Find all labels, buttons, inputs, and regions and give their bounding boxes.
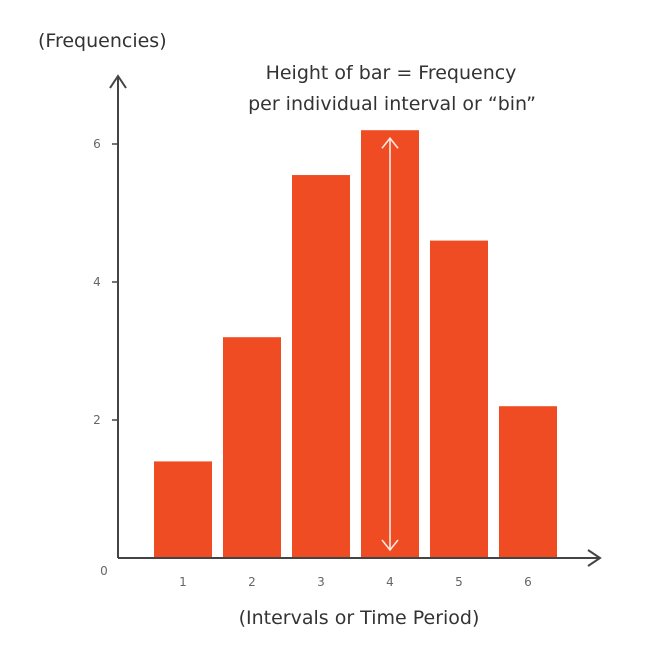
y-axis-arrowhead	[109, 74, 127, 89]
x-tick-label-5: 5	[455, 575, 463, 589]
y-axis-label: (Frequencies)	[38, 30, 167, 52]
bar-height-arrow	[381, 136, 399, 552]
annotation-line-2: per individual interval or “bin”	[248, 93, 536, 115]
x-tick-label-6: 6	[524, 575, 532, 589]
y-tick-label-6: 6	[93, 137, 101, 151]
x-tick-label-3: 3	[317, 575, 325, 589]
x-tick-label-4: 4	[386, 575, 394, 589]
height-arrow-head-top	[381, 136, 399, 149]
y-tick-label-2: 2	[93, 413, 101, 427]
axes	[109, 74, 602, 567]
x-axis-label: (Intervals or Time Period)	[239, 607, 480, 629]
bar-5	[430, 240, 488, 558]
x-ticks-group: 1 2 3 4 5 6	[179, 575, 532, 589]
bar-3	[292, 175, 350, 559]
bar-2	[223, 337, 281, 558]
y-ticks-group: 0 2 4 6	[93, 137, 118, 578]
bar-6	[499, 406, 557, 558]
y-tick-label-4: 4	[93, 275, 101, 289]
bars-group	[154, 130, 557, 559]
x-tick-label-2: 2	[248, 575, 256, 589]
annotation-line-1: Height of bar = Frequency	[266, 62, 517, 84]
height-arrow-head-bottom	[381, 539, 399, 552]
bar-1	[154, 461, 212, 558]
x-tick-label-1: 1	[179, 575, 187, 589]
x-axis-arrowhead	[587, 549, 602, 567]
y-tick-label-0: 0	[100, 564, 108, 578]
